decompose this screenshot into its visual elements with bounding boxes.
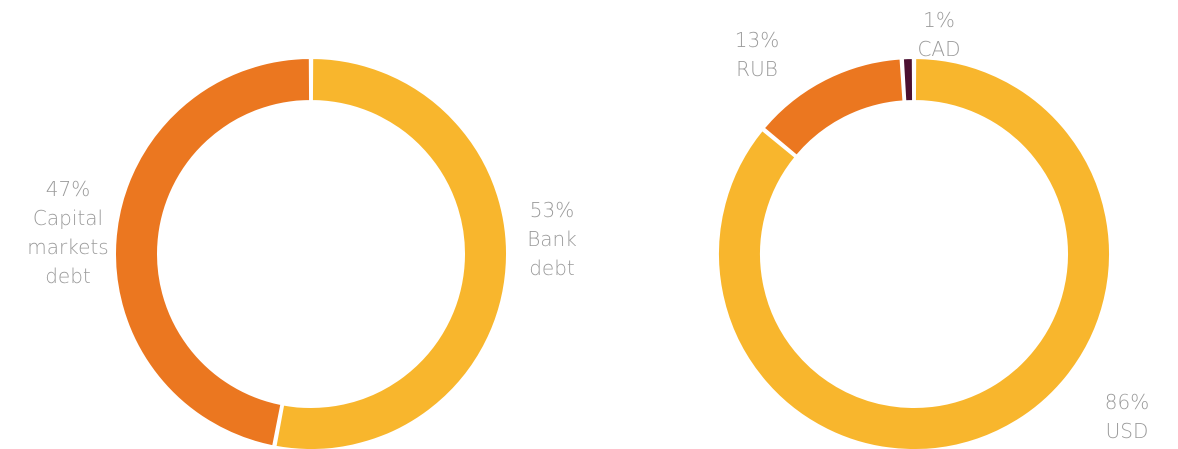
slice-label-line: 1% xyxy=(923,8,955,32)
slice-label-capital-markets-debt: 47% Capital markets debt xyxy=(20,175,116,291)
donut-chart xyxy=(717,56,1111,449)
donut-slice-usd xyxy=(717,56,1111,449)
donut-slice-cad xyxy=(901,56,915,103)
slice-label-line: debt xyxy=(529,256,575,280)
donut-slice-capital-markets-debt xyxy=(114,56,312,448)
slice-label-rub: 13% RUB xyxy=(722,26,792,84)
slice-label-line: Bank xyxy=(527,227,577,251)
slice-label-line: markets xyxy=(27,235,109,259)
slice-label-line: RUB xyxy=(736,57,778,81)
slice-label-line: 47% xyxy=(45,177,91,201)
slice-label-cad: 1% CAD xyxy=(904,6,974,64)
slice-label-line: USD xyxy=(1105,419,1149,443)
donut-slice-bank-debt xyxy=(274,56,508,449)
slice-label-line: 13% xyxy=(734,28,780,52)
slice-label-line: 86% xyxy=(1104,390,1150,414)
slice-label-line: CAD xyxy=(917,37,961,61)
donut-slice-rub xyxy=(762,57,905,158)
slice-label-usd: 86% USD xyxy=(1092,388,1162,446)
donut-chart xyxy=(114,56,508,449)
slice-label-line: 53% xyxy=(529,198,575,222)
slice-label-bank-debt: 53% Bank debt xyxy=(512,196,592,283)
slice-label-line: debt xyxy=(45,264,91,288)
slice-label-line: Capital xyxy=(32,206,104,230)
